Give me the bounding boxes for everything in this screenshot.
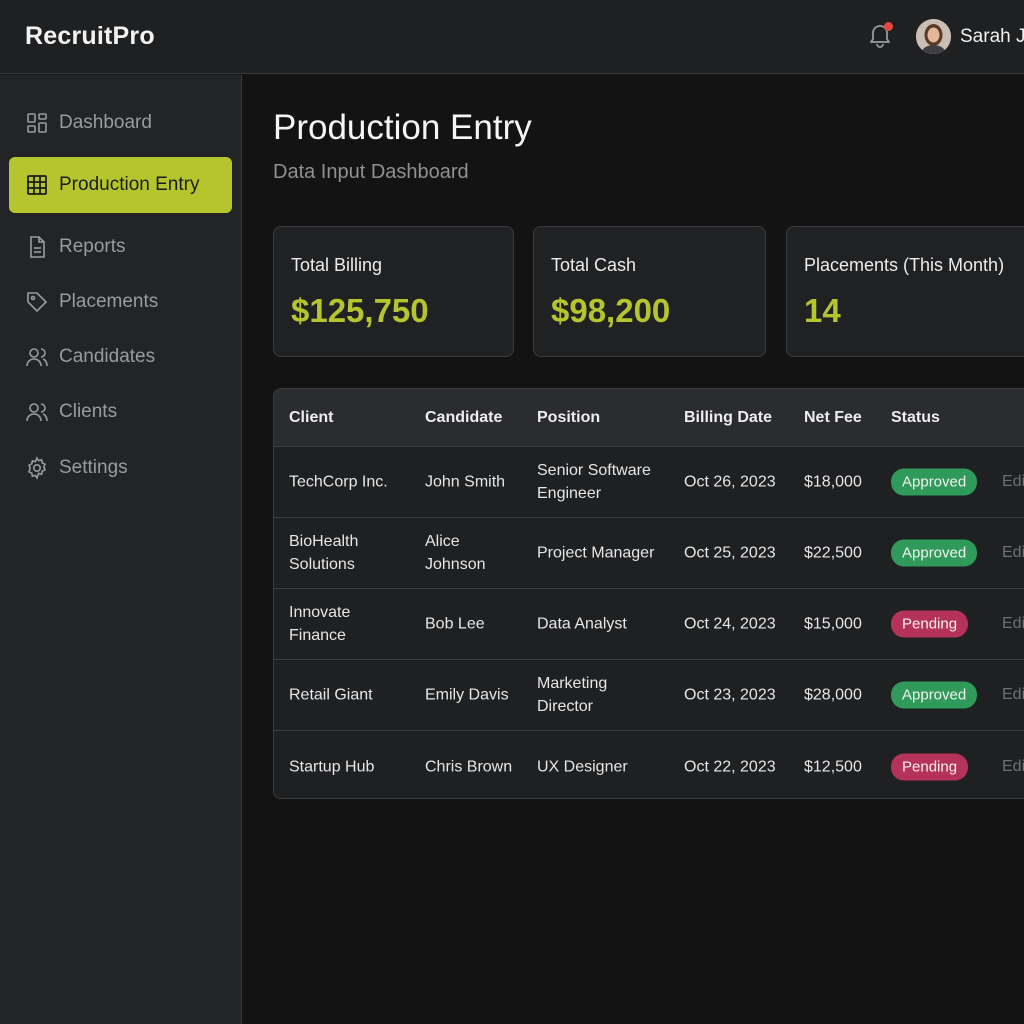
card-label: Total Billing	[291, 255, 383, 275]
client-cell: Startup Hub	[289, 758, 375, 775]
column-header-net-fee[interactable]: Net Fee	[804, 409, 862, 426]
sidebar-item-label: Candidates	[59, 346, 156, 367]
table-row[interactable]: BioHealth Solutions Alice Johnson Projec…	[274, 518, 1024, 589]
users-icon	[25, 345, 49, 369]
billing-date-cell: Oct 26, 2023	[684, 473, 776, 491]
edit-link[interactable]: Edi	[1002, 686, 1024, 703]
position-cell: Data Analyst	[537, 615, 627, 633]
client-cell: Retail Giant	[289, 686, 373, 704]
user-name[interactable]: Sarah J.	[960, 26, 1024, 47]
total-billing-card: Total Billing $125,750	[273, 226, 514, 357]
candidate-cell: Alice Johnson	[425, 533, 486, 573]
status-badge: Approved	[891, 681, 978, 709]
sidebar-item-dashboard[interactable]: Dashboard	[9, 98, 232, 148]
sidebar-item-placements[interactable]: Placements	[9, 277, 232, 327]
notification-dot	[884, 22, 893, 31]
card-label: Total Cash	[551, 255, 637, 275]
column-header-billing-date[interactable]: Billing Date	[684, 409, 773, 426]
net-fee-cell: $15,000	[804, 615, 862, 633]
avatar[interactable]	[916, 19, 951, 54]
candidate-cell: John Smith	[425, 473, 506, 491]
top-bar: RecruitPro Sarah J.	[0, 0, 1024, 74]
position-cell: Marketing Director	[537, 675, 608, 715]
table-row[interactable]: Startup Hub Chris Brown UX Designer Oct …	[274, 731, 1024, 798]
sidebar-item-settings[interactable]: Settings	[9, 443, 232, 493]
card-value: $98,200	[551, 292, 671, 329]
position-cell: UX Designer	[537, 758, 628, 775]
total-cash-card: Total Cash $98,200	[533, 226, 766, 357]
sidebar: Dashboard Production Entry Reports Place…	[0, 75, 242, 1024]
net-fee-cell: $22,500	[804, 544, 862, 562]
column-header-client[interactable]: Client	[289, 409, 334, 426]
users-icon	[25, 400, 49, 424]
sidebar-item-label: Production Entry	[59, 174, 200, 195]
billing-date-cell: Oct 23, 2023	[684, 686, 776, 704]
sidebar-item-label: Placements	[59, 291, 159, 312]
table-row[interactable]: Retail Giant Emily Davis Marketing Direc…	[274, 660, 1024, 731]
client-cell: Innovate Finance	[289, 604, 351, 644]
column-header-position[interactable]: Position	[537, 409, 601, 426]
net-fee-cell: $12,500	[804, 758, 862, 775]
table-row[interactable]: Innovate Finance Bob Lee Data Analyst Oc…	[274, 589, 1024, 660]
candidate-cell: Chris Brown	[425, 758, 513, 775]
net-fee-cell: $28,000	[804, 686, 862, 704]
sidebar-item-label: Clients	[59, 401, 118, 422]
grid-icon	[25, 111, 49, 135]
client-cell: TechCorp Inc.	[289, 473, 388, 491]
sidebar-item-production-entry[interactable]: Production Entry	[9, 157, 232, 213]
sidebar-item-reports[interactable]: Reports	[9, 222, 232, 272]
table-icon	[25, 173, 49, 197]
table-row[interactable]: TechCorp Inc. John Smith Senior Software…	[274, 447, 1024, 518]
card-value: 14	[804, 292, 841, 329]
status-badge: Pending	[891, 610, 969, 638]
status-badge: Approved	[891, 539, 978, 567]
sidebar-item-clients[interactable]: Clients	[9, 387, 232, 437]
gear-icon	[25, 456, 49, 480]
sidebar-item-label: Reports	[59, 236, 126, 257]
status-badge: Pending	[891, 753, 969, 780]
sidebar-item-label: Dashboard	[59, 112, 152, 133]
edit-link[interactable]: Edi	[1002, 757, 1024, 775]
column-header-status[interactable]: Status	[891, 409, 940, 426]
tag-icon	[25, 290, 49, 314]
billing-date-cell: Oct 25, 2023	[684, 544, 776, 562]
position-cell: Project Manager	[537, 544, 655, 562]
card-value: $125,750	[291, 292, 429, 329]
card-label: Placements (This Month)	[804, 255, 1005, 275]
candidate-cell: Bob Lee	[425, 615, 485, 633]
production-table: Client Candidate Position Billing Date N…	[273, 388, 1024, 799]
app-logo[interactable]: RecruitPro	[25, 22, 155, 50]
billing-date-cell: Oct 22, 2023	[684, 758, 776, 775]
document-icon	[25, 235, 49, 259]
sidebar-item-label: Settings	[59, 457, 128, 478]
edit-link[interactable]: Edi	[1002, 473, 1024, 490]
candidate-cell: Emily Davis	[425, 686, 509, 704]
position-cell: Senior Software Engineer	[537, 462, 651, 502]
client-cell: BioHealth Solutions	[289, 533, 359, 573]
sidebar-item-candidates[interactable]: Candidates	[9, 332, 232, 382]
placements-card: Placements (This Month) 14	[786, 226, 1024, 357]
billing-date-cell: Oct 24, 2023	[684, 615, 776, 633]
page-subtitle: Data Input Dashboard	[273, 161, 469, 183]
edit-link[interactable]: Edi	[1002, 615, 1024, 632]
status-badge: Approved	[891, 468, 978, 496]
page-title: Production Entry	[273, 108, 532, 147]
edit-link[interactable]: Edi	[1002, 544, 1024, 561]
net-fee-cell: $18,000	[804, 473, 862, 491]
column-header-candidate[interactable]: Candidate	[425, 409, 503, 426]
table-header: Client Candidate Position Billing Date N…	[274, 389, 1024, 447]
